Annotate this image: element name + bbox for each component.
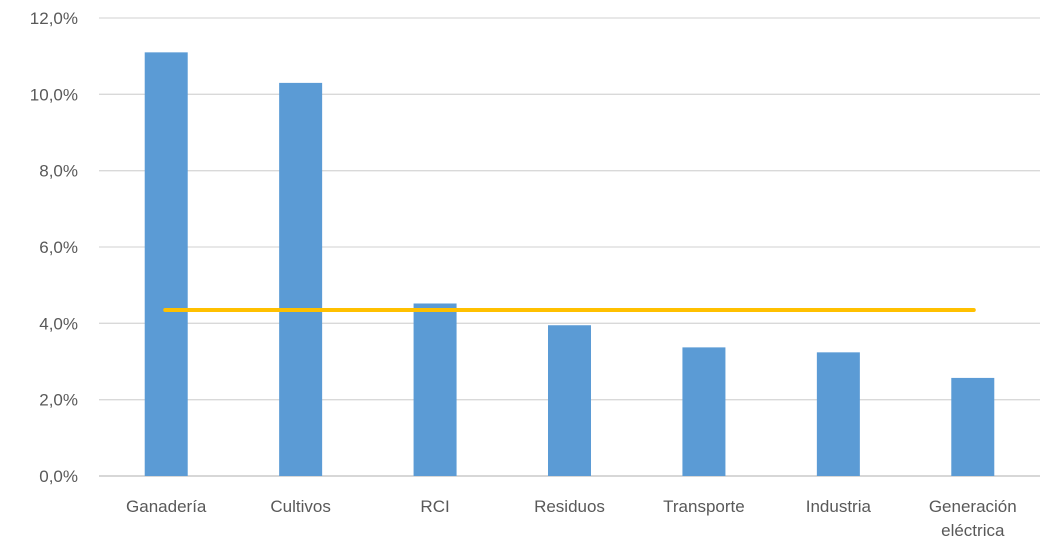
- y-tick-label: 4,0%: [39, 314, 78, 333]
- bar: [413, 303, 457, 476]
- x-tick-label-line: RCI: [420, 497, 449, 516]
- x-tick-label: RCI: [420, 497, 449, 516]
- bars: [144, 52, 995, 476]
- bar: [816, 352, 860, 476]
- x-tick-label-line: Residuos: [534, 497, 605, 516]
- y-tick-label: 0,0%: [39, 467, 78, 486]
- x-tick-label-line: eléctrica: [941, 521, 1005, 540]
- y-tick-label: 10,0%: [30, 85, 78, 104]
- x-tick-label-line: Generación: [929, 497, 1017, 516]
- x-tick-label: Generación eléctrica: [929, 497, 1017, 540]
- bar: [279, 82, 323, 476]
- gridlines: [99, 17, 1040, 477]
- x-tick-label-line: Cultivos: [270, 497, 330, 516]
- x-tick-label-line: Transporte: [663, 497, 745, 516]
- bar: [548, 325, 591, 476]
- bar: [682, 347, 726, 476]
- y-tick-label: 2,0%: [39, 391, 78, 410]
- x-tick-label: Ganadería: [126, 497, 207, 516]
- y-tick-label: 6,0%: [39, 238, 78, 257]
- y-axis-tick-labels: 0,0% 2,0% 4,0% 6,0% 8,0% 10,0% 12,0%: [30, 9, 78, 486]
- x-tick-label-line: Industria: [806, 497, 872, 516]
- x-tick-label: Residuos: [534, 497, 605, 516]
- bar: [144, 52, 188, 476]
- y-tick-label: 8,0%: [39, 162, 78, 181]
- x-tick-label: Cultivos: [270, 497, 330, 516]
- x-tick-label: Transporte: [663, 497, 745, 516]
- x-tick-label: Industria: [806, 497, 872, 516]
- y-tick-label: 12,0%: [30, 9, 78, 28]
- bar: [951, 377, 995, 476]
- x-axis-tick-labels: Ganadería Cultivos RCI Residuos Transporte In…: [126, 497, 1017, 540]
- x-tick-label-line: Ganadería: [126, 497, 207, 516]
